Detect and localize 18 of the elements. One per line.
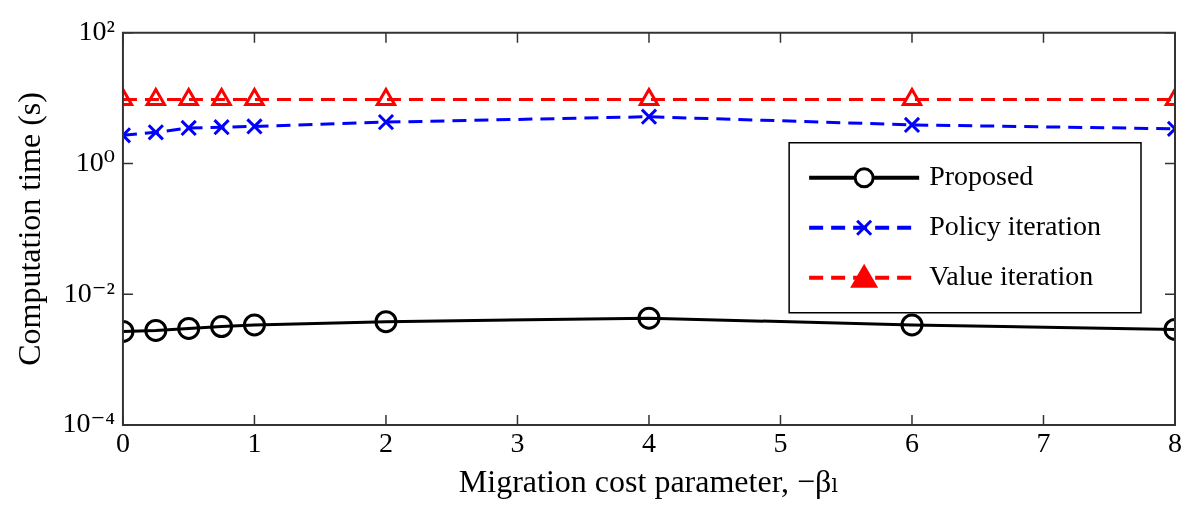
x-tick-label: 8 <box>1168 427 1182 459</box>
x-tick-label: 6 <box>904 427 919 459</box>
x-tick-label: 0 <box>115 427 130 459</box>
y-tick-label: 10⁻⁴ <box>62 407 115 439</box>
y-tick-label: 10⁻² <box>63 276 115 308</box>
x-axis-title: Migration cost parameter, −βₗ <box>458 463 840 500</box>
y-tick-label: 10² <box>78 15 115 47</box>
legend-label: Value iteration <box>929 260 1094 292</box>
y-axis-title: Computation time (s) <box>10 92 47 366</box>
legend-label: Proposed <box>929 160 1034 192</box>
x-tick-label: 4 <box>641 427 656 459</box>
y-tick-label: 10⁰ <box>75 145 115 177</box>
x-tick-label: 7 <box>1036 427 1051 459</box>
legend-label: Policy iteration <box>929 210 1101 242</box>
x-tick-label: 2 <box>378 427 393 459</box>
x-tick-label: 5 <box>773 427 788 459</box>
x-tick-label: 3 <box>510 427 525 459</box>
x-tick-label: 1 <box>247 427 262 459</box>
